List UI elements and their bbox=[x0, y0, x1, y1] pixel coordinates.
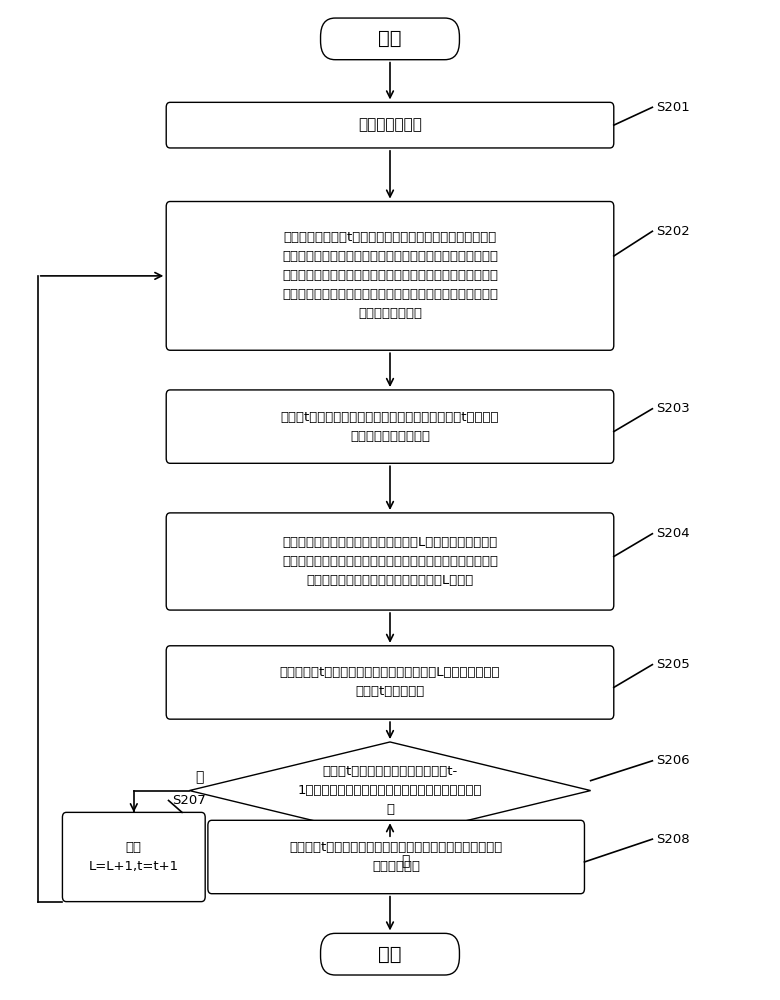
Text: S202: S202 bbox=[656, 225, 690, 238]
Text: 基于第t次迭代的非零元素的索引集合，求解得到第t次迭代对
应的稀疏信道的估计值: 基于第t次迭代的非零元素的索引集合，求解得到第t次迭代对 应的稀疏信道的估计值 bbox=[281, 411, 499, 443]
Text: 否: 否 bbox=[196, 771, 204, 785]
Text: 基于所述第t次迭代对应稀疏信道的估计值和L列矩阵，求解得
到第次t迭代的残差: 基于所述第t次迭代对应稀疏信道的估计值和L列矩阵，求解得 到第次t迭代的残差 bbox=[280, 666, 500, 698]
Text: S203: S203 bbox=[656, 402, 690, 415]
Text: 设置
L=L+1,t=t+1: 设置 L=L+1,t=t+1 bbox=[89, 841, 179, 873]
FancyBboxPatch shape bbox=[62, 812, 205, 902]
Text: S207: S207 bbox=[172, 794, 206, 807]
Text: 开始: 开始 bbox=[378, 29, 402, 48]
FancyBboxPatch shape bbox=[166, 390, 614, 463]
FancyBboxPatch shape bbox=[166, 513, 614, 610]
FancyBboxPatch shape bbox=[166, 202, 614, 350]
Text: 求得的第t次迭代对应的稀疏信道的估计值作为所述优化问题
模型的最优解: 求得的第t次迭代对应的稀疏信道的估计值作为所述优化问题 模型的最优解 bbox=[289, 841, 503, 873]
FancyBboxPatch shape bbox=[166, 102, 614, 148]
Text: S204: S204 bbox=[656, 527, 690, 540]
Text: 判断第t次迭代的残差的二范数与第t-
1次迭代的残差的二范数之差是否小于所述结束门限
值: 判断第t次迭代的残差的二范数与第t- 1次迭代的残差的二范数之差是否小于所述结束… bbox=[298, 765, 482, 816]
FancyBboxPatch shape bbox=[208, 820, 584, 894]
FancyBboxPatch shape bbox=[321, 18, 459, 60]
Text: 参数初始化设置: 参数初始化设置 bbox=[358, 118, 422, 133]
Text: 是: 是 bbox=[401, 854, 410, 868]
Text: S208: S208 bbox=[656, 833, 690, 846]
FancyBboxPatch shape bbox=[166, 646, 614, 719]
FancyBboxPatch shape bbox=[321, 933, 459, 975]
Text: 结束: 结束 bbox=[378, 945, 402, 964]
Text: S201: S201 bbox=[656, 101, 690, 114]
Polygon shape bbox=[190, 742, 590, 839]
Text: 计算测量矩阵与第t次迭代得到的残差的乘积向量，对所述乘
积向量中的每一个元素分别求其二范数，采用求得的二范数中
个最大值对应的个块索引组成对应的块索引集合，将所: 计算测量矩阵与第t次迭代得到的残差的乘积向量，对所述乘 积向量中的每一个元素分别… bbox=[282, 231, 498, 320]
Text: 将从求得的稀疏信道的估计值中选取的L个最大值对应的索引
，组成对应的第二索引集合，并在测量矩阵中选取所述第二索
引集合中的索引对应的列，组成对应的L列矩阵: 将从求得的稀疏信道的估计值中选取的L个最大值对应的索引 ，组成对应的第二索引集合… bbox=[282, 536, 498, 587]
Text: S205: S205 bbox=[656, 658, 690, 671]
Text: S206: S206 bbox=[656, 754, 690, 767]
